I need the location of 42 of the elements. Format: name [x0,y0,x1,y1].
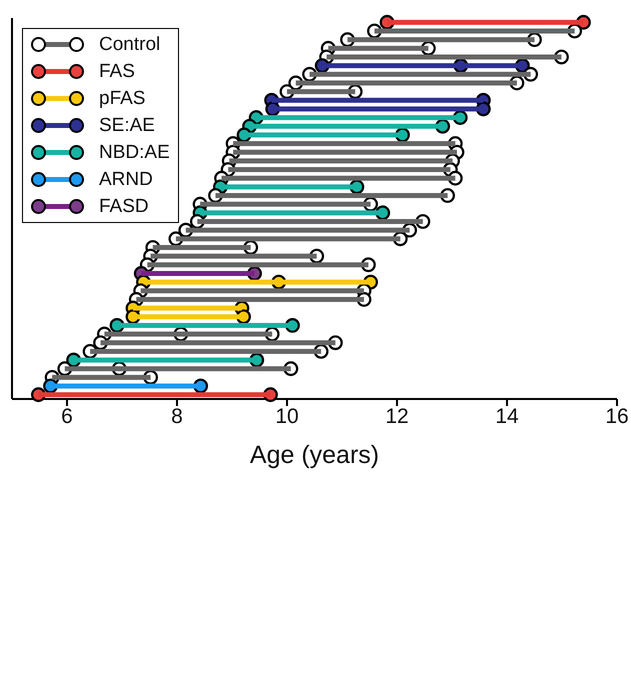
bar [374,28,575,34]
bar [100,340,336,346]
legend-label: FAS [99,60,135,82]
bar [147,262,368,268]
bar [141,270,255,276]
bar [229,158,453,164]
bar [197,219,423,224]
bar [348,37,534,42]
bar [136,296,364,302]
bar [296,80,517,86]
bar [228,167,450,172]
bar [150,254,317,259]
legend-label: pFAS [99,88,146,110]
bar [140,288,364,294]
bar [233,141,456,146]
bar [326,54,562,60]
legend-label: ARND [99,168,153,190]
bar [310,72,531,77]
bar [200,202,371,207]
bar [233,150,457,155]
bar [90,348,322,354]
x-tick-label: 10 [275,404,299,428]
bar [186,228,410,233]
x-tick-label: 14 [495,404,519,428]
bar [64,366,291,372]
bar [287,89,356,94]
legend-label: FASD [99,196,149,218]
bar [328,46,428,51]
legend-label: SE:AE [99,114,155,136]
x-axis-title: Age (years) [250,441,380,469]
bar [176,236,400,242]
bar [104,332,272,337]
x-tick-label: 8 [171,404,183,428]
x-tick-label: 12 [385,404,409,428]
bar [216,193,448,198]
bar [52,374,151,380]
bar [222,176,456,181]
bar [152,245,251,250]
legend-label: Control [99,34,160,56]
x-tick-label: 6 [61,404,73,428]
legend-label: NBD:AE [99,142,170,164]
x-tick-label: 16 [605,404,629,428]
